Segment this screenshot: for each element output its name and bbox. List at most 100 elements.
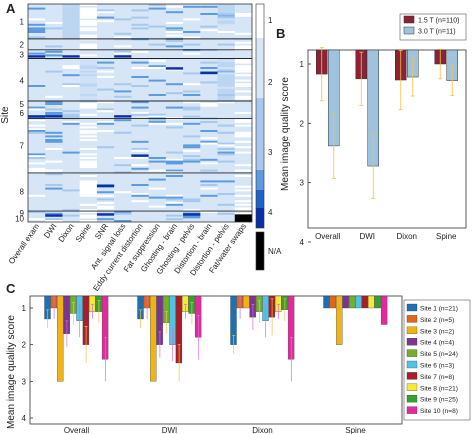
heatmap-cell: [234, 169, 252, 172]
heatmap-cell: [114, 95, 132, 98]
heatmap-cell: [234, 95, 252, 98]
site-tick-label: 4: [20, 76, 25, 85]
heatmap-cell: [200, 5, 218, 8]
heatmap-cell: [200, 103, 218, 105]
heatmap-cell: [45, 135, 63, 138]
heatmap-x-label: Spine: [74, 222, 93, 244]
heatmap-cell: [28, 52, 46, 55]
heatmap-cell: [28, 153, 46, 156]
panel-b-legend-swatch: [403, 15, 415, 24]
panel-c-legend-label: Site 6 (n=3): [420, 363, 454, 370]
heatmap-cell: [79, 216, 97, 219]
heatmap-cell: [165, 194, 184, 197]
heatmap-cell: [234, 185, 252, 188]
heatmap-cell: [45, 148, 63, 150]
panel-c-ytick-label: 2: [22, 341, 27, 350]
heatmap-cell: [148, 205, 166, 208]
heatmap-cell: [200, 81, 218, 84]
heatmap-cell: [234, 70, 252, 73]
heatmap-cell: [200, 187, 218, 190]
heatmap-cell: [234, 79, 252, 82]
heatmap-cell: [234, 90, 252, 93]
heatmap-cell: [183, 216, 201, 219]
heatmap-cell: [28, 115, 46, 118]
panel-c-legend-label: Site 3 (n=2): [420, 328, 454, 335]
heatmap-cell: [79, 180, 97, 183]
heatmap-cell: [217, 131, 235, 134]
heatmap-cell: [79, 175, 97, 177]
heatmap-cell: [234, 175, 252, 177]
heatmap-cell: [183, 36, 201, 39]
heatmap-cell: [62, 151, 80, 154]
heatmap-cell: [183, 198, 201, 201]
heatmap-cell: [200, 184, 218, 186]
heatmap-panel: Site 1 2 3 4 56 7 8 910 Overall exam DWIDixonSpi…: [0, 3, 282, 293]
panel-c-bar: [336, 295, 343, 345]
heatmap-cell: [96, 202, 115, 204]
heatmap-cell: [200, 104, 218, 107]
colorbar-segment: [256, 98, 264, 170]
heatmap-cell: [200, 180, 218, 183]
heatmap-cell: [79, 148, 97, 150]
heatmap-cell: [183, 144, 201, 147]
heatmap-cell: [148, 196, 166, 199]
heatmap-cell: [200, 71, 218, 74]
heatmap-cell: [45, 108, 63, 111]
site-tick-label: 5: [20, 100, 25, 109]
panel-b-ytick-label: 2: [300, 119, 305, 128]
heatmap-cell: [165, 202, 184, 204]
heatmap-cell: [114, 115, 132, 118]
heatmap-cell: [234, 65, 252, 68]
heatmap-cell: [79, 47, 97, 50]
heatmap-cell: [165, 214, 184, 217]
heatmap-cell: [131, 193, 149, 195]
heatmap-cell: [183, 94, 201, 96]
heatmap-cell: [28, 155, 46, 158]
heatmap-cell: [45, 218, 63, 221]
panel-b-legend-label: 1.5 T (n=110): [418, 18, 459, 25]
heatmap-cell: [45, 54, 63, 57]
heatmap-cell: [131, 154, 149, 157]
heatmap-cell: [114, 191, 132, 194]
heatmap-cell: [183, 31, 201, 33]
heatmap-cell: [79, 27, 97, 30]
heatmap-cell: [183, 72, 201, 75]
heatmap-cell: [79, 220, 97, 222]
heatmap-cell: [96, 67, 115, 69]
heatmap-cell: [62, 122, 80, 125]
heatmap-cell: [79, 103, 97, 105]
heatmap-cell: [217, 43, 235, 46]
heatmap-cell: [234, 85, 252, 87]
heatmap-cell: [234, 151, 252, 154]
heatmap-cell: [96, 76, 115, 78]
heatmap-cell: [183, 101, 201, 104]
heatmap-cell: [45, 131, 63, 134]
heatmap-cell: [183, 149, 201, 152]
heatmap-cell: [131, 149, 149, 152]
heatmap-cell: [114, 55, 132, 58]
heatmap-cell: [45, 101, 63, 104]
heatmap-cell: [183, 108, 201, 111]
heatmap-cell: [114, 119, 132, 122]
heatmap-cell: [183, 209, 201, 212]
heatmap-cell: [131, 67, 149, 69]
heatmap-cell: [62, 214, 80, 217]
panel-c-category-label: Overall: [64, 426, 90, 434]
heatmap-cell: [79, 153, 97, 156]
heatmap-cell: [200, 130, 218, 132]
heatmap-cell: [234, 133, 252, 136]
colorbar-tick-label: N/A: [268, 247, 282, 256]
heatmap-cell: [165, 158, 184, 161]
heatmap-cell: [79, 157, 97, 159]
heatmap-cell: [62, 85, 80, 87]
panel-c-bars: [44, 295, 388, 382]
heatmap-cell: [79, 43, 97, 46]
heatmap-cell: [28, 119, 46, 122]
heatmap-cell: [114, 50, 132, 53]
panel-c-ytick-label: 1: [22, 304, 27, 313]
heatmap-cell: [183, 122, 201, 125]
heatmap-cell: [45, 113, 63, 116]
panel-c-bar: [323, 295, 330, 309]
heatmap-cell: [131, 194, 149, 197]
